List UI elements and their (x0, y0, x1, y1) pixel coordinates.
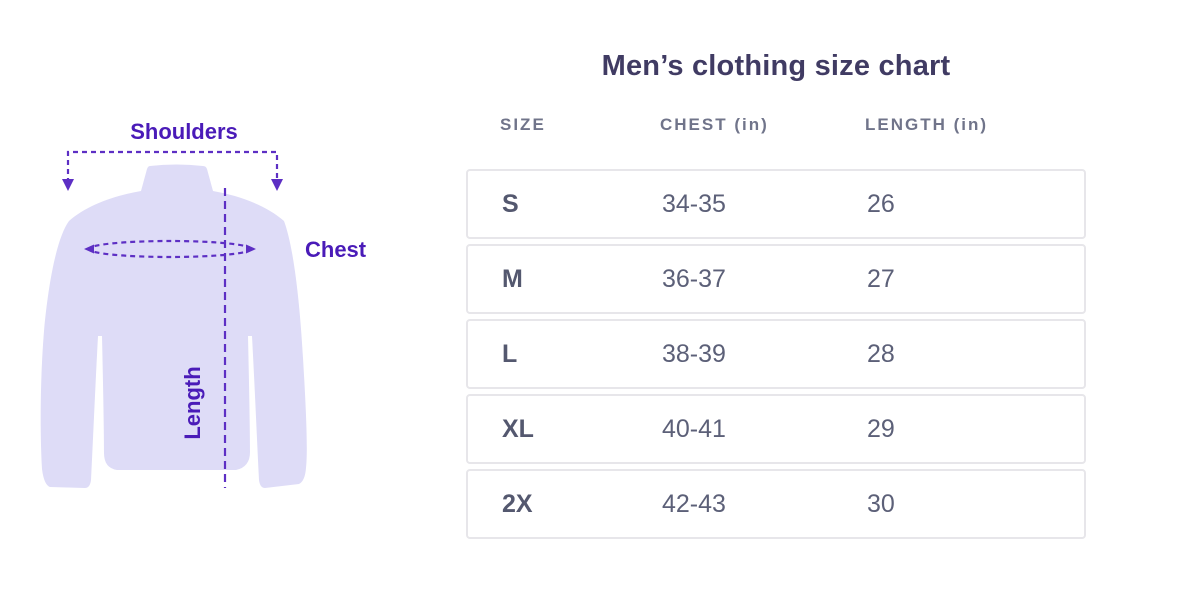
table-row: S 34-35 26 (466, 169, 1086, 239)
shirt-measurement-diagram: Shoulders Chest Length (40, 119, 367, 488)
length-cell: 28 (867, 339, 895, 368)
size-cell: S (502, 189, 519, 218)
size-cell: XL (502, 414, 534, 443)
shirt-silhouette (40, 164, 307, 488)
arrow-down-left-icon (62, 179, 74, 191)
arrow-down-right-icon (271, 179, 283, 191)
size-table-panel: Men’s clothing size chart SIZE CHEST (in… (466, 0, 1086, 602)
table-row: L 38-39 28 (466, 319, 1086, 389)
shoulders-measure-line (66, 150, 279, 183)
table-row: XL 40-41 29 (466, 394, 1086, 464)
chest-label: Chest (305, 237, 367, 262)
size-cell: 2X (502, 489, 533, 518)
chest-cell: 38-39 (662, 339, 726, 368)
length-cell: 26 (867, 189, 895, 218)
column-header-size: SIZE (500, 115, 546, 134)
chest-cell: 42-43 (662, 489, 726, 518)
chest-cell: 34-35 (662, 189, 726, 218)
length-label: Length (180, 366, 205, 439)
column-header-chest: CHEST (in) (660, 115, 769, 134)
shoulders-label: Shoulders (130, 119, 238, 144)
length-cell: 27 (867, 264, 895, 293)
table-header: SIZE CHEST (in) LENGTH (in) (466, 112, 1086, 138)
page-title: Men’s clothing size chart (601, 50, 951, 82)
table-row: 2X 42-43 30 (466, 469, 1086, 539)
chest-cell: 40-41 (662, 414, 726, 443)
length-cell: 30 (867, 489, 895, 518)
column-header-length: LENGTH (in) (865, 115, 989, 134)
table-row: M 36-37 27 (466, 244, 1086, 314)
chest-cell: 36-37 (662, 264, 726, 293)
arrow-right-icon (246, 244, 256, 254)
size-cell: L (502, 339, 518, 368)
arrow-left-icon (84, 244, 94, 254)
length-cell: 29 (867, 414, 895, 443)
size-cell: M (502, 264, 523, 293)
